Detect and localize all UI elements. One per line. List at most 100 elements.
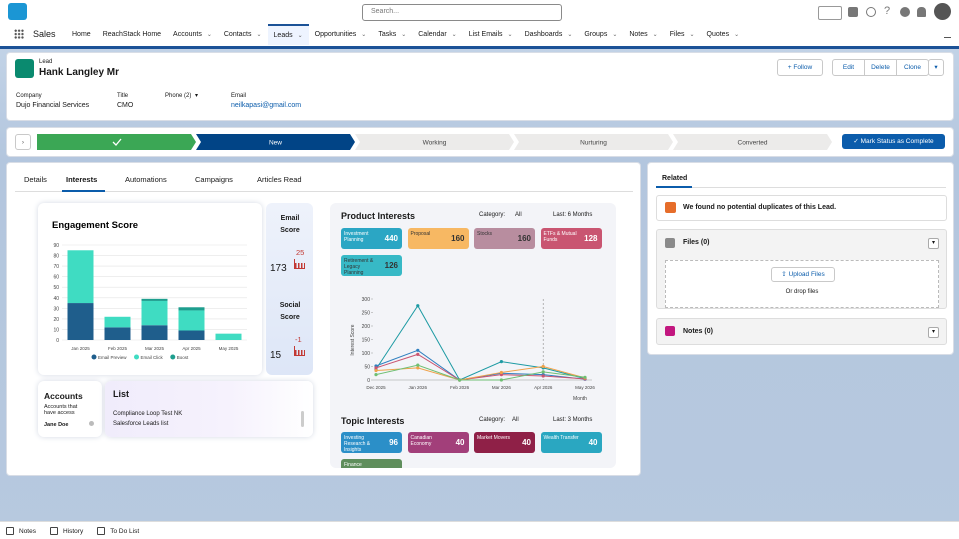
topic-title: Topic Interests <box>341 416 405 426</box>
utility-item[interactable]: Notes <box>6 527 36 535</box>
related-panel: Related We found no potential duplicates… <box>647 162 954 355</box>
x-tick-label: Jan 2026 <box>409 385 428 390</box>
nav-label: Tasks <box>378 31 397 38</box>
nav-chevron: ⌄ <box>297 33 303 39</box>
list-item[interactable]: Salesforce Leads list <box>113 421 169 427</box>
interest-tile[interactable]: Investment Planning 440 <box>341 228 402 249</box>
legend-label: Email Preview <box>98 355 127 360</box>
accounts-title: Accounts <box>44 391 83 401</box>
interests-card: 0 50 100 150 200 250 300 Interest Score Month Dec… <box>330 203 616 468</box>
files-menu[interactable]: ▾ <box>928 238 939 249</box>
period-filter[interactable]: Last: 3 Months <box>553 417 593 423</box>
bar-segment <box>178 307 205 311</box>
nav-label: Accounts <box>173 31 202 38</box>
add-icon[interactable] <box>848 7 858 17</box>
interest-tile[interactable]: Canadian Economy 40 <box>407 432 469 453</box>
nav-chevron: ⌄ <box>652 32 658 38</box>
interest-tile[interactable]: Finance <box>341 459 402 468</box>
edit-nav[interactable] <box>944 30 951 38</box>
record-name: Hank Langley Mr <box>39 67 120 78</box>
category-filter[interactable]: All <box>515 212 522 218</box>
follow-button[interactable]: + Follow <box>777 59 823 76</box>
trailhead-icon[interactable] <box>866 7 876 17</box>
bar-segment <box>141 325 168 340</box>
nav-item[interactable]: Groups ⌄ <box>578 24 623 45</box>
notifications-icon[interactable] <box>917 7 926 17</box>
tab[interactable]: Details <box>24 175 47 184</box>
interest-tile[interactable]: Stocks 160 <box>474 228 535 249</box>
nav-item[interactable]: Leads ⌄ <box>267 24 309 45</box>
tab[interactable]: Interests <box>66 175 98 184</box>
product-title: Product Interests <box>341 211 416 221</box>
field-value[interactable]: neilkapasi@gmail.com <box>231 102 302 109</box>
nav-item[interactable]: Dashboards ⌄ <box>519 24 579 45</box>
y-tick-label: 300 <box>362 297 371 303</box>
more-actions[interactable]: ▾ <box>928 59 944 76</box>
tab[interactable]: Articles Read <box>257 175 302 184</box>
interest-tile[interactable]: ETFs & Mutual Funds 128 <box>540 228 602 249</box>
legend-swatch <box>170 354 176 360</box>
action-button[interactable]: Edit <box>842 64 855 71</box>
point <box>541 374 545 378</box>
list-item[interactable]: Compliance Loop Test NK <box>113 411 183 417</box>
nav-item[interactable]: Accounts ⌄ <box>167 24 218 45</box>
tile-value: 40 <box>455 438 465 447</box>
setup-icon[interactable] <box>900 7 910 17</box>
active-tab-indicator <box>656 186 692 188</box>
help-icon[interactable]: ? <box>884 5 891 17</box>
tabs: Details Interests Automations Campaigns Arti… <box>15 173 633 192</box>
field: Phone (2) ▾ <box>165 93 198 102</box>
related-tab[interactable]: Related <box>662 175 688 182</box>
nav-item[interactable]: ReachStack Home <box>97 24 167 45</box>
y-tick-label: 0 <box>367 378 370 384</box>
field: Email neilkapasi@gmail.com <box>231 93 301 109</box>
tile-value: 160 <box>451 234 465 243</box>
point <box>541 370 545 374</box>
utility-item[interactable]: To Do List <box>97 527 139 535</box>
x-tick-label: May 2025 <box>219 346 239 351</box>
interest-tile[interactable]: Wealth Transfer 40 <box>540 432 602 453</box>
nav-item[interactable]: Quotes ⌄ <box>701 24 746 45</box>
notes-menu[interactable]: ▾ <box>928 327 939 338</box>
main-panel: Details Interests Automations Campaigns Arti… <box>6 162 641 476</box>
app-launcher[interactable] <box>14 29 24 39</box>
upload-button[interactable]: ⇪ Upload Files <box>771 267 835 282</box>
duplicates-card: We found no potential duplicates of this… <box>656 195 947 221</box>
nav-item[interactable]: Notes ⌄ <box>623 24 663 45</box>
search-box[interactable]: Search... <box>362 4 562 21</box>
active-tab-indicator <box>62 190 105 192</box>
nav-chevron: ⌄ <box>689 32 695 38</box>
y-tick-label: 30 <box>53 306 59 312</box>
y-tick-label: 90 <box>53 243 59 249</box>
interest-tile[interactable]: Market Movers 40 <box>474 432 535 453</box>
tile-value: 128 <box>584 234 598 243</box>
period-filter[interactable]: Last: 6 Months <box>553 212 593 218</box>
point <box>416 366 420 370</box>
nav-item[interactable]: List Emails ⌄ <box>463 24 519 45</box>
action-button[interactable]: Delete <box>864 60 896 75</box>
tab[interactable]: Campaigns <box>195 175 233 184</box>
tab[interactable]: Automations <box>125 175 167 184</box>
nav-item[interactable]: Home <box>66 24 97 45</box>
path-toggle[interactable]: › <box>15 134 31 150</box>
favorites[interactable] <box>818 6 842 20</box>
nav-item[interactable]: Files ⌄ <box>664 24 701 45</box>
nav-item[interactable]: Contacts ⌄ <box>218 24 268 45</box>
interest-tile[interactable]: Proposal 160 <box>407 228 469 249</box>
field-label: Email <box>231 93 247 99</box>
action-button[interactable]: Clone <box>896 60 928 75</box>
nav-item[interactable]: Calendar ⌄ <box>412 24 462 45</box>
mark-complete-button[interactable]: ✓ Mark Status as Complete <box>842 134 945 149</box>
scrollbar <box>301 411 304 427</box>
avatar[interactable] <box>934 3 951 20</box>
category-filter[interactable]: All <box>512 417 519 423</box>
interest-tile[interactable]: Investing Research & Insights 96 <box>341 432 402 453</box>
logo[interactable] <box>8 3 27 20</box>
nav-label: Calendar <box>418 31 447 38</box>
nav-item[interactable]: Tasks ⌄ <box>372 24 412 45</box>
utility-item[interactable]: History <box>49 527 83 535</box>
nav-label: Home <box>72 31 91 38</box>
interest-tile[interactable]: Retirement & Legacy Planning 126 <box>341 255 402 276</box>
product-chart: 0 50 100 150 200 250 300 Interest Score Month Dec… <box>350 297 595 402</box>
nav-item[interactable]: Opportunities ⌄ <box>309 24 373 45</box>
